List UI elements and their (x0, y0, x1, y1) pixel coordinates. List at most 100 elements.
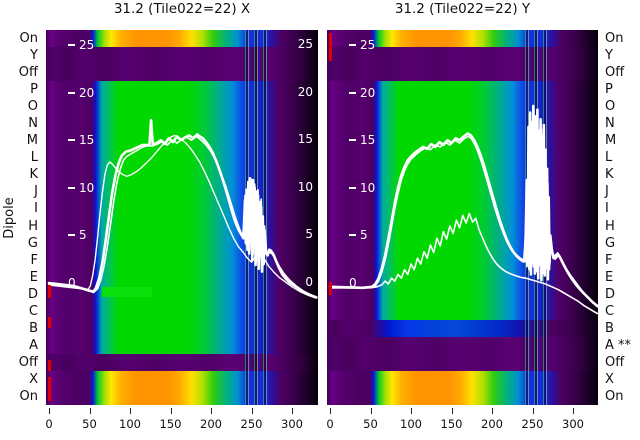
dipole-label: G (605, 235, 616, 251)
x-tick-label: 300 (562, 417, 584, 431)
dipole-label: E (29, 269, 38, 285)
x-tick-label: 250 (240, 417, 263, 431)
x-tick-mark (130, 408, 131, 414)
x-axis-left: 0 50 100 150 200 250 300 (45, 405, 318, 440)
red-edge-mark (329, 33, 332, 61)
tick-dash (349, 186, 356, 189)
y-tick-label-right: 0 (305, 275, 313, 289)
tick-dash (68, 139, 75, 142)
y-tick-label: 25 (349, 37, 375, 53)
dipole-label: N (605, 116, 615, 132)
dipole-label: O (27, 99, 38, 115)
dipole-label: H (605, 218, 615, 234)
dipole-label: Off (18, 65, 38, 81)
x-tick-mark (251, 408, 253, 414)
dipole-label: Off (605, 354, 625, 370)
tick-value: 25 (79, 38, 95, 52)
dipole-label: J (34, 184, 38, 200)
bandpass-curve (329, 212, 598, 315)
x-tick-mark (292, 408, 293, 414)
x-tick-mark (89, 408, 91, 414)
tick-dash (68, 91, 75, 94)
x-axis-right: 0 50 100 150 200 250 300 (326, 405, 598, 440)
bandpass-curve (48, 135, 318, 299)
dipole-label: E (605, 269, 614, 285)
y-tick-label: 20 (349, 85, 375, 101)
dipole-label: L (30, 150, 38, 166)
heatmap-panel-x: 25 25 20 20 15 15 10 10 5 5 0 0 (46, 30, 318, 405)
x-tick-label: 100 (400, 417, 422, 431)
y-tick-label-right: 25 (297, 37, 313, 51)
panel-x-title: 31.2 (Tile022=22) X (113, 1, 251, 17)
bright-segment (101, 287, 153, 298)
dipole-label: M (26, 133, 38, 149)
dipole-label: Off (605, 65, 625, 81)
tick-value: 20 (79, 85, 95, 100)
tick-value: 15 (360, 133, 376, 148)
tick-value: 0 (68, 276, 76, 290)
y-tick-label: 10 (68, 180, 94, 196)
red-edge-mark (48, 285, 51, 298)
dipole-label: M (605, 133, 617, 149)
y-tick-label: 25 (68, 37, 94, 53)
x-tick-label: 150 (440, 417, 463, 431)
x-tick-label: 200 (200, 417, 222, 431)
tick-value: 0 (349, 276, 357, 290)
x-tick-mark (492, 408, 493, 414)
dipole-label: Y (605, 48, 613, 64)
dipole-label: D (27, 286, 38, 302)
x-tick-label: 100 (119, 417, 141, 431)
y-tick-label-right: 5 (305, 227, 313, 242)
x-tick-label: 0 (326, 417, 334, 431)
dipole-label: F (30, 252, 38, 268)
tick-value: 10 (360, 180, 376, 195)
x-tick-mark (330, 408, 331, 414)
dipole-label: I (605, 201, 609, 217)
dipole-label: O (605, 99, 616, 115)
tick-dash (349, 44, 356, 46)
dipole-label: K (29, 167, 38, 183)
dipole-label: I (34, 201, 38, 217)
y-tick-label-right: 20 (297, 84, 313, 99)
red-edge-mark (48, 317, 51, 328)
dipole-label: On (19, 31, 38, 47)
y-tick-label: 0 (68, 275, 76, 291)
dipole-label: A ** (605, 337, 632, 353)
tick-value: 5 (360, 228, 368, 243)
dipole-label: Y (30, 48, 38, 64)
dipole-label: H (28, 218, 38, 234)
red-edge-mark (48, 377, 51, 401)
x-tick-mark (211, 408, 212, 414)
bandpass-curves (328, 104, 598, 315)
dipole-label: On (605, 389, 624, 404)
y-tick-label-right: 15 (297, 132, 313, 147)
y-tick-label: 5 (349, 227, 368, 243)
bandpass-curve (329, 122, 598, 308)
dipole-label: P (30, 82, 38, 98)
x-tick-mark (573, 408, 574, 414)
y-tick-label: 20 (68, 85, 94, 101)
red-edge-mark (48, 360, 51, 371)
y-tick-label: 0 (349, 275, 357, 291)
tick-dash (68, 44, 75, 46)
panel-y-title: 31.2 (Tile022=22) Y (394, 1, 531, 17)
dipole-label: Off (18, 354, 38, 370)
x-tick-label: 150 (159, 417, 182, 431)
tick-dash (349, 234, 356, 237)
x-tick-label: 50 (363, 417, 378, 431)
red-edge-mark (329, 282, 332, 295)
dipole-label: On (19, 389, 38, 404)
heatmap-panel-y: 25 20 15 10 5 0 (327, 30, 598, 405)
tick-value: 5 (79, 228, 87, 243)
dipole-label: N (28, 116, 38, 132)
bandpass-curve (48, 134, 317, 299)
dipole-label: C (605, 303, 615, 319)
dipole-label: A (29, 337, 38, 353)
x-tick-mark (370, 408, 372, 414)
y-tick-label: 5 (68, 227, 87, 243)
dipole-label: P (605, 82, 613, 98)
dipole-label: G (27, 235, 38, 251)
tick-dash (68, 186, 75, 189)
y-tick-label: 15 (68, 132, 94, 148)
